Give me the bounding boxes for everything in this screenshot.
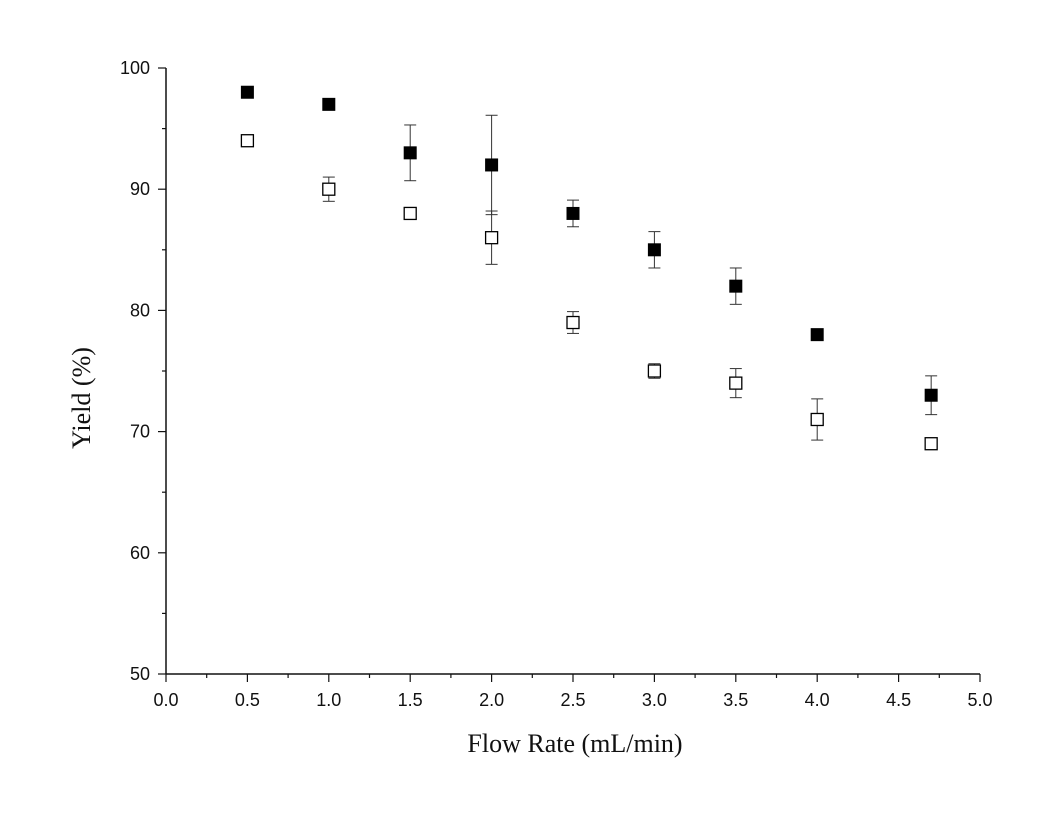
data-point-filled xyxy=(566,206,580,220)
x-tick-label: 3.0 xyxy=(642,690,667,710)
data-point-open xyxy=(810,412,824,427)
x-tick-label: 0.0 xyxy=(153,690,178,710)
y-tick-label: 100 xyxy=(120,58,150,78)
y-tick-label: 70 xyxy=(130,422,150,442)
y-tick-label: 90 xyxy=(130,179,150,199)
plot-area: 0.0 0.5 1.0 1.5 2.0 2.5 3.0 3.5 4.0 4.5 5.0 50 60 70 8… xyxy=(120,58,993,710)
data-point-open xyxy=(403,206,417,221)
data-point-open xyxy=(322,182,336,196)
x-tick-label: 4.0 xyxy=(805,690,830,710)
y-tick-label: 80 xyxy=(130,300,150,320)
data-point-open xyxy=(924,437,938,451)
data-point-open xyxy=(566,315,580,330)
data-point-open xyxy=(647,364,662,378)
data-point-filled xyxy=(647,243,661,257)
data-point-filled xyxy=(810,328,824,342)
data-point-open xyxy=(484,231,499,245)
x-tick-label: 2.0 xyxy=(479,690,504,710)
x-tick-label: 2.5 xyxy=(560,690,585,710)
y-tick-label: 60 xyxy=(130,543,150,563)
x-tick-label: 4.5 xyxy=(886,690,911,710)
data-point-filled xyxy=(240,85,254,99)
data-point-filled xyxy=(485,158,499,172)
x-axis-title: Flow Rate (mL/min) xyxy=(467,729,682,758)
data-point-filled xyxy=(729,279,743,293)
data-point-filled xyxy=(403,146,417,160)
x-tick-label: 1.0 xyxy=(316,690,341,710)
data-point-open xyxy=(240,134,255,148)
data-point-filled xyxy=(322,97,336,111)
y-tick-label: 50 xyxy=(130,664,150,684)
x-tick-label: 0.5 xyxy=(235,690,260,710)
y-axis-title: Yield (%) xyxy=(67,347,96,449)
x-tick-label: 1.5 xyxy=(398,690,423,710)
data-point-open xyxy=(729,376,743,390)
data-point-filled xyxy=(924,388,938,402)
x-tick-label: 3.5 xyxy=(723,690,748,710)
x-tick-label: 5.0 xyxy=(967,690,992,710)
